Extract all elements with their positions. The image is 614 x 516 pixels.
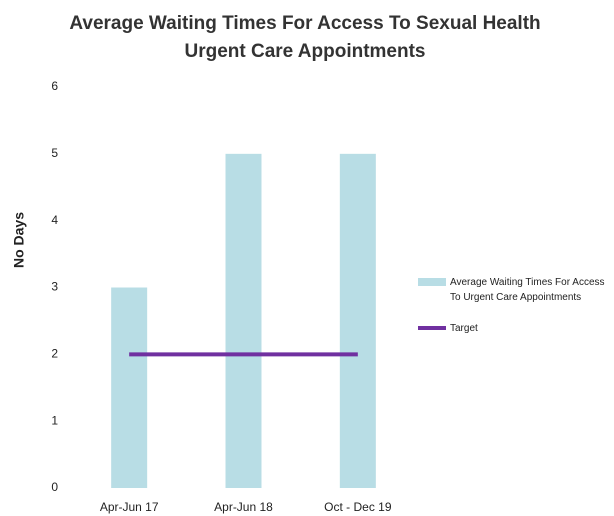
legend-swatch — [418, 278, 446, 286]
y-tick-label: 2 — [51, 347, 58, 361]
y-tick-label: 0 — [51, 480, 58, 494]
y-tick-label: 1 — [51, 413, 58, 427]
y-tick-label: 6 — [51, 79, 58, 93]
x-tick-label: Apr-Jun 17 — [100, 500, 159, 514]
x-tick-label: Apr-Jun 18 — [214, 500, 273, 514]
x-tick-label: Oct - Dec 19 — [324, 500, 392, 514]
bar — [225, 153, 262, 489]
y-tick-label: 4 — [51, 213, 58, 227]
bar — [339, 153, 376, 489]
bar — [111, 287, 148, 488]
y-axis-label: No Days — [11, 212, 27, 268]
chart-title: Average Waiting Times For Access To Sexu… — [69, 13, 541, 62]
y-tick-label: 5 — [51, 146, 58, 160]
y-tick-label: 3 — [51, 280, 58, 294]
legend-label: Target — [450, 323, 478, 334]
legend-label: Average Waiting Times For Access To Urge… — [450, 277, 605, 303]
